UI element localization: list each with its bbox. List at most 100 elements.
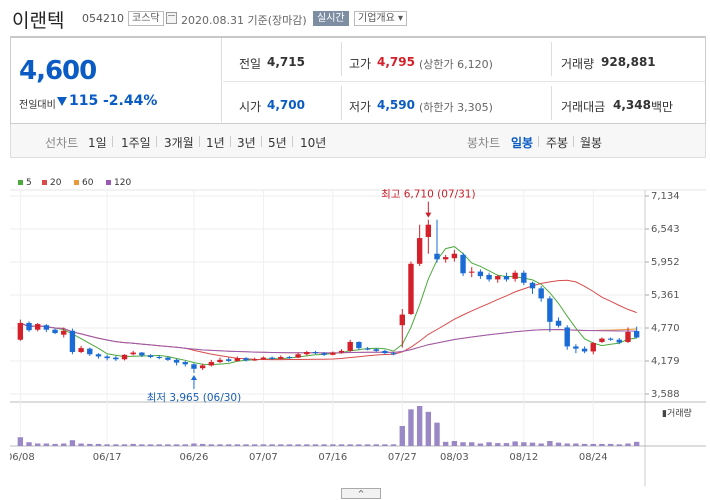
candle-body (225, 359, 232, 361)
prev-close-label: 전일 (239, 57, 262, 71)
volume-bar (61, 443, 67, 446)
candle-body (182, 362, 188, 365)
separator (112, 136, 113, 147)
volume-bar (104, 444, 110, 446)
separator (261, 136, 262, 147)
volume-bar (555, 442, 562, 446)
period-3m[interactable]: 3개월 (164, 136, 194, 150)
y-tick-label: 4,770 (651, 323, 680, 334)
candle-body (130, 352, 136, 355)
candle-body (599, 338, 605, 342)
period-1y[interactable]: 1년 (206, 136, 225, 150)
candle-body (564, 327, 570, 347)
volume-bar (78, 443, 84, 446)
divider (341, 86, 342, 120)
candle-body (17, 322, 24, 340)
separator (573, 136, 574, 147)
trade-value: 4,348 (613, 98, 651, 112)
divider (551, 86, 552, 120)
candle-body (416, 238, 423, 264)
volume-bar (95, 443, 102, 446)
volume-bar (338, 444, 345, 446)
volume-bar (269, 444, 275, 446)
candle-body (61, 330, 67, 335)
volume-bar (521, 442, 527, 446)
current-price: 4,600 (19, 56, 97, 86)
volume-label: ▮거래량 (662, 407, 692, 419)
candle-body (607, 338, 614, 340)
period-10y[interactable]: 10년 (300, 136, 327, 150)
volume-bar (147, 444, 154, 446)
candle-body (113, 357, 119, 360)
volume-bar (243, 444, 249, 446)
y-tick-label: 7,134 (651, 191, 680, 202)
volume-bar (225, 444, 232, 446)
volume-bar (399, 426, 405, 446)
period-1d[interactable]: 1일 (88, 136, 107, 150)
high-annotation: 최고 6,710 (07/31) (381, 189, 476, 201)
candle-body (147, 355, 154, 358)
candle-monthly[interactable]: 월봉 (580, 136, 603, 150)
volume-bar (113, 444, 119, 446)
base-date: 2020.08.31 기준(장마감) (181, 14, 307, 27)
legend-ma120: 120 (106, 178, 131, 188)
volume-bar (382, 444, 388, 446)
candle-body (442, 257, 449, 260)
volume-bar (295, 444, 301, 446)
line-chart-label[interactable]: 선차트 (45, 136, 79, 150)
candle-weekly[interactable]: 주봉 (546, 136, 569, 150)
y-tick-label: 4,179 (651, 356, 680, 367)
candle-body (243, 358, 249, 361)
volume-bar (356, 444, 362, 446)
candle-body (547, 298, 553, 322)
candle-body (304, 352, 310, 355)
period-5y[interactable]: 5년 (268, 136, 287, 150)
candle-body (295, 354, 301, 358)
candle-body (356, 341, 362, 349)
volume-bar (625, 443, 631, 446)
candle-body (495, 276, 501, 280)
scroll-up-button[interactable]: ^ (341, 488, 381, 499)
volume-bar (408, 409, 414, 446)
volume-bar (121, 444, 128, 446)
volume-bar (573, 443, 579, 446)
x-tick-label: 06/26 (180, 452, 209, 463)
volume-bar (390, 444, 397, 446)
candle-body (512, 272, 518, 279)
separator (230, 136, 231, 147)
candle-body (321, 353, 327, 355)
candle-body (581, 348, 588, 352)
volume-bar (191, 443, 197, 446)
period-1w[interactable]: 1주일 (121, 136, 151, 150)
candle-daily[interactable]: 일봉 (511, 136, 534, 150)
candle-body (217, 359, 223, 363)
volume-bar (330, 444, 336, 446)
period-3y[interactable]: 3년 (237, 136, 256, 150)
candle-body (191, 364, 197, 369)
candle-body (590, 343, 596, 352)
candle-body (399, 314, 405, 326)
low-value: 4,590 (377, 98, 415, 112)
candle-chart-label[interactable]: 봉차트 (467, 136, 501, 150)
volume-bar (581, 443, 588, 446)
volume-bar (87, 443, 93, 446)
candle-body (312, 352, 319, 354)
separator (538, 136, 539, 147)
candle-body (69, 330, 76, 353)
candlestick-chart[interactable]: 7,134 6,543 5,952 5,361 4,770 4,179 3,588 ▮거래량 0… (6, 168, 706, 488)
change-label: 전일대비 (19, 100, 56, 111)
company-overview-dropdown[interactable]: 기업개요 ▾ (354, 11, 407, 26)
y-tick-label: 6,543 (651, 224, 680, 235)
volume-bar (304, 444, 310, 446)
volume-bar (486, 442, 492, 446)
candle-body (286, 357, 293, 359)
volume-bar (35, 443, 41, 446)
candle-body (538, 288, 544, 299)
stock-chart: 5 20 60 120 7,134 6,543 5,952 5,361 4,770 4,1… (6, 168, 706, 488)
candle-body (390, 353, 397, 355)
volume-bar (477, 443, 484, 446)
volume-bar (538, 443, 544, 446)
volume-bar (616, 444, 622, 446)
realtime-button[interactable]: 실시간 (313, 11, 349, 26)
calendar-icon (166, 12, 177, 24)
